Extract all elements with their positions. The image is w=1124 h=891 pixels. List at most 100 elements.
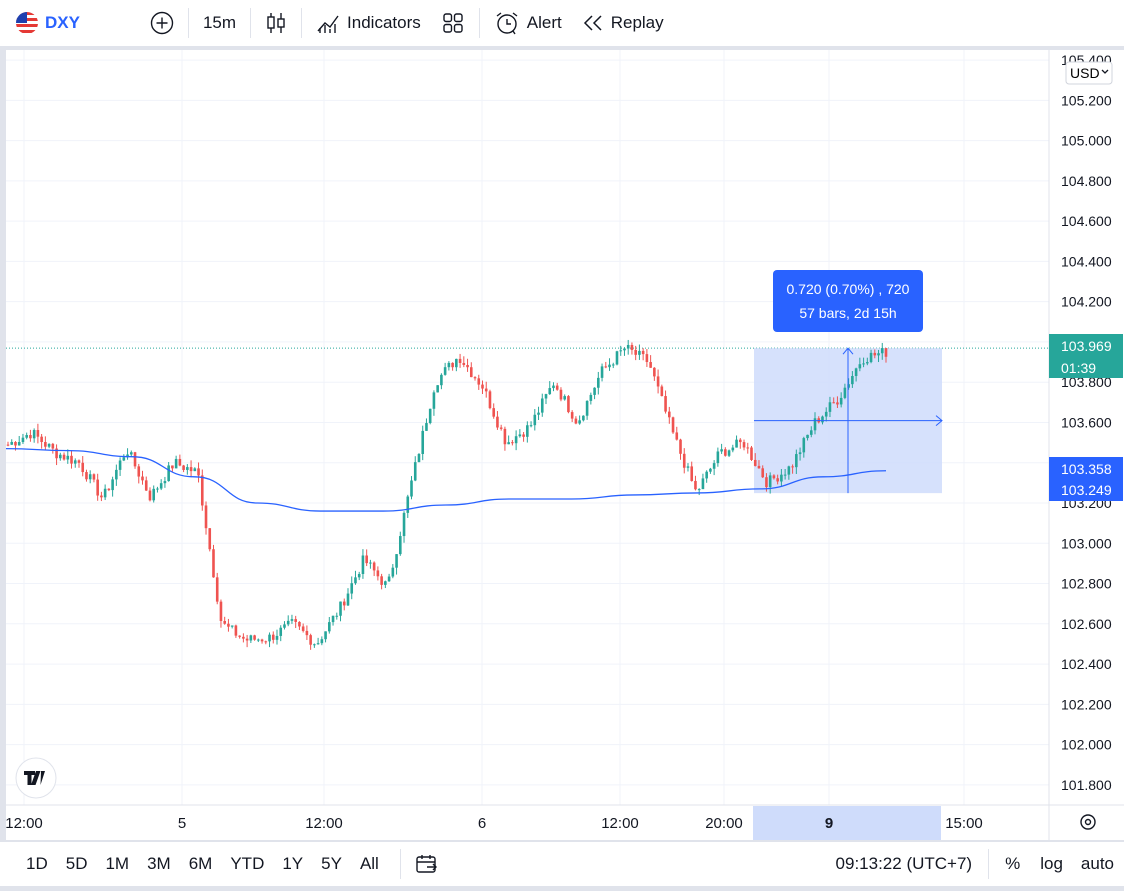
candle-body xyxy=(540,398,544,413)
candle-body xyxy=(514,436,518,444)
candle-body xyxy=(275,635,279,640)
candle-body xyxy=(286,620,290,625)
range-3m[interactable]: 3M xyxy=(147,854,171,873)
candle-body xyxy=(100,495,103,498)
price-tick: 105.000 xyxy=(1061,133,1112,149)
candle-body xyxy=(477,378,481,385)
candle-body xyxy=(682,453,686,468)
candle-body xyxy=(436,385,439,393)
candle-body xyxy=(346,593,350,606)
candle-body xyxy=(813,418,817,431)
candle-body xyxy=(462,362,466,365)
candle-body xyxy=(578,420,581,424)
candle-body xyxy=(32,430,36,439)
candle-body xyxy=(705,471,708,479)
layouts-button[interactable] xyxy=(431,0,475,46)
alert-label: Alert xyxy=(526,13,562,32)
candle-body xyxy=(361,555,365,574)
candles-icon xyxy=(267,13,285,33)
candle-body xyxy=(144,480,148,491)
candle-body xyxy=(664,396,667,412)
range-1m[interactable]: 1M xyxy=(105,854,130,873)
interval-button[interactable]: 15m xyxy=(193,0,246,46)
candle-body xyxy=(331,615,335,623)
clock[interactable]: 09:13:22 (UTC+7) xyxy=(835,854,973,873)
candle-body xyxy=(425,423,428,431)
range-6m[interactable]: 6M xyxy=(188,854,213,873)
chart-area[interactable]: 105.400 105.200 105.000 104.800 104.600 104.4… xyxy=(5,50,1124,840)
currency-selector[interactable]: USD xyxy=(1065,61,1113,85)
candle-body xyxy=(88,474,92,480)
candle-body xyxy=(245,638,249,641)
candle-body xyxy=(701,478,705,490)
candle-body xyxy=(611,364,615,366)
candle-body xyxy=(731,447,735,451)
candle-body xyxy=(44,442,47,447)
candle-body xyxy=(178,458,182,466)
candle-body xyxy=(372,562,376,571)
candle-body xyxy=(115,469,118,480)
indicators-button[interactable]: Indicators xyxy=(306,0,431,46)
replay-button[interactable]: Replay xyxy=(572,0,674,46)
candle-body xyxy=(107,488,111,491)
range-1y[interactable]: 1Y xyxy=(282,854,304,873)
candle-body xyxy=(552,385,555,389)
log-toggle[interactable]: log xyxy=(1040,854,1063,873)
candle-body xyxy=(70,455,73,464)
candle-body xyxy=(137,466,141,477)
candle-body xyxy=(574,418,578,424)
us-flag-icon xyxy=(16,12,38,34)
candle-body xyxy=(283,624,286,628)
range-1d[interactable]: 1D xyxy=(26,854,48,873)
candle-body xyxy=(469,367,473,378)
candle-body xyxy=(679,439,682,454)
candle-body xyxy=(395,554,398,568)
candle-body xyxy=(544,394,548,399)
candle-body xyxy=(260,639,264,642)
range-ytd[interactable]: YTD xyxy=(230,854,265,873)
candle-body xyxy=(537,412,540,415)
goto-date-button[interactable] xyxy=(405,841,449,887)
symbol-search[interactable]: DXY xyxy=(0,0,90,46)
range-5y[interactable]: 5Y xyxy=(321,854,342,873)
measure-bars: 57 bars, 2d 15h xyxy=(799,305,896,321)
candle-body xyxy=(298,621,301,627)
grid-icon xyxy=(443,13,463,33)
compare-button[interactable] xyxy=(140,0,184,46)
candle-body xyxy=(649,362,652,368)
candle-body xyxy=(884,348,888,357)
candle-body xyxy=(197,468,200,476)
candle-body xyxy=(440,374,443,386)
candle-body xyxy=(638,350,641,355)
price-chart[interactable]: 105.400105.200105.000104.800104.600104.4… xyxy=(5,50,1124,840)
candle-body xyxy=(357,573,361,578)
alert-button[interactable]: Alert xyxy=(484,0,572,46)
candle-body xyxy=(77,460,81,463)
candle-body xyxy=(369,562,372,564)
candle-body xyxy=(339,601,342,616)
candle-body xyxy=(21,437,25,443)
candle-body xyxy=(746,447,750,449)
candle-body xyxy=(675,432,679,440)
candle-body xyxy=(802,438,806,453)
candle-body xyxy=(365,555,368,564)
auto-toggle[interactable]: auto xyxy=(1080,854,1114,873)
range-5d[interactable]: 5D xyxy=(65,854,88,873)
tv-logo-icon xyxy=(24,771,45,785)
candle-body xyxy=(62,454,66,460)
percent-toggle[interactable]: % xyxy=(1005,854,1021,873)
candle-body xyxy=(215,577,219,602)
candle-body xyxy=(716,451,720,464)
price-tick: 105.200 xyxy=(1061,92,1112,108)
gear-icon-center xyxy=(1084,818,1092,826)
candle-body xyxy=(212,549,215,578)
time-tick: 12:00 xyxy=(6,815,43,832)
range-all[interactable]: All xyxy=(359,854,379,873)
candle-body xyxy=(10,441,14,445)
candle-body xyxy=(129,452,133,455)
chart-type-button[interactable] xyxy=(255,0,297,46)
settings-button[interactable] xyxy=(1080,814,1096,830)
price-tick: 104.800 xyxy=(1061,173,1112,189)
tradingview-logo[interactable] xyxy=(15,757,57,799)
candle-body xyxy=(582,415,585,421)
